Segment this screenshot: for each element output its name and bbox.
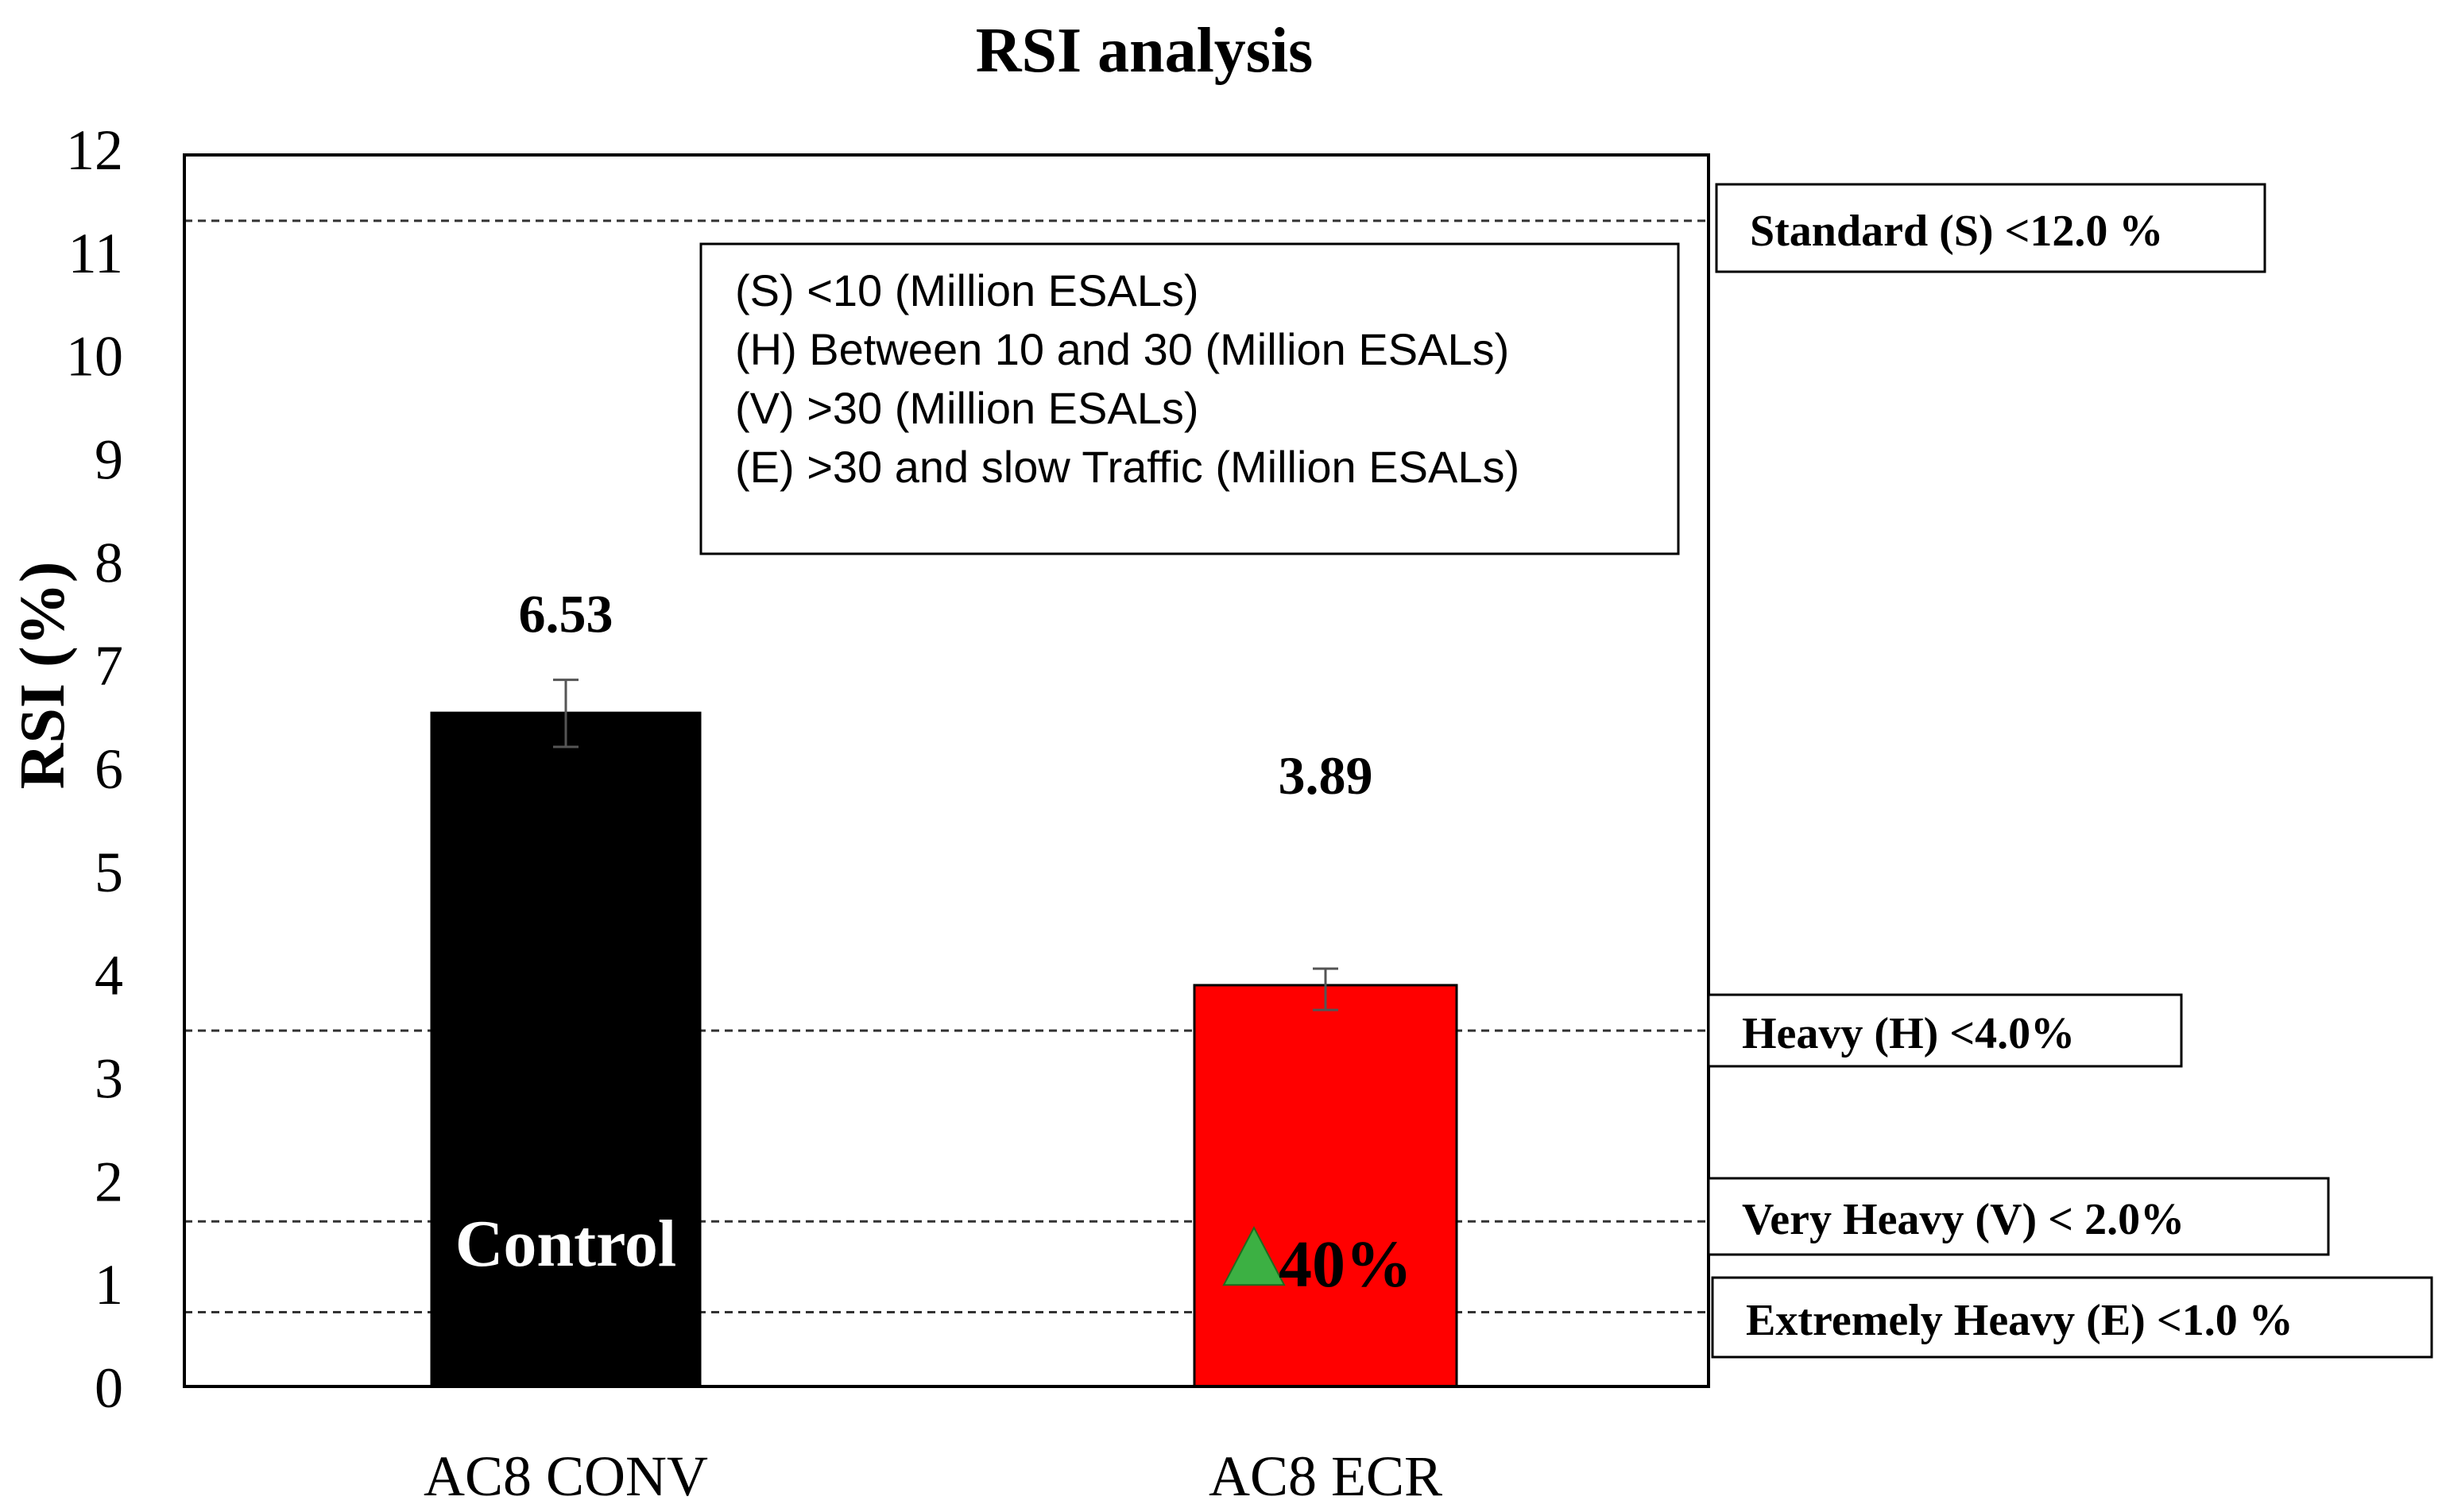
y-tick-label: 1 — [95, 1253, 123, 1317]
bars: 6.53 Control 3.89 40% — [430, 584, 1458, 1388]
y-tick-label: 8 — [95, 531, 123, 594]
chart-title: RSI analysis — [976, 16, 1314, 86]
y-tick-label: 10 — [66, 325, 123, 389]
bar-value-label: 6.53 — [519, 584, 613, 644]
bar-annotation: Control — [455, 1207, 676, 1281]
threshold-label-box — [1707, 1177, 2330, 1256]
y-tick-label: 6 — [95, 737, 123, 801]
x-axis-ticks: AC8 CONV AC8 ECR — [424, 1444, 1442, 1508]
y-tick-label: 2 — [95, 1150, 123, 1213]
legend-line: (E) >30 and slow Traffic (Million ESALs) — [735, 442, 1519, 492]
y-tick-label: 3 — [95, 1047, 123, 1111]
threshold-label-box — [1711, 1276, 2433, 1359]
legend-line: (V) >30 (Million ESALs) — [735, 383, 1199, 433]
threshold-label: Extremely Heavy (E) <1.0 % — [1746, 1296, 2293, 1345]
y-tick-label: 11 — [68, 222, 123, 285]
plot-frame — [183, 153, 1710, 1388]
y-tick-label: 9 — [95, 428, 123, 492]
y-tick-label: 4 — [95, 944, 123, 1007]
legend-line: (H) Between 10 and 30 (Million ESALs) — [735, 324, 1509, 374]
bar — [430, 711, 702, 1388]
up-triangle-icon — [1222, 1226, 1286, 1286]
bar-value-label: 3.89 — [1279, 745, 1373, 806]
y-axis-label: RSI (%) — [8, 562, 78, 790]
legend: (S) <10 (Million ESALs) (H) Between 10 an… — [699, 242, 1680, 555]
x-tick-label: AC8 CONV — [424, 1444, 708, 1508]
legend-line: (S) <10 (Million ESALs) — [735, 265, 1199, 315]
y-tick-label: 12 — [66, 118, 123, 182]
y-tick-label: 7 — [95, 634, 123, 698]
threshold-label: Standard (S) <12.0 % — [1750, 207, 2163, 256]
threshold-label: Very Heavy (V) < 2.0% — [1742, 1195, 2185, 1244]
legend-box — [699, 242, 1680, 555]
bar — [1193, 984, 1458, 1388]
threshold-labels: Standard (S) <12.0 % Heavy (H) <4.0% Very … — [1707, 183, 2433, 1359]
y-tick-label: 0 — [95, 1356, 123, 1420]
bar-annotation: 40% — [1279, 1228, 1412, 1301]
threshold-label-box — [1707, 993, 2183, 1068]
y-tick-label: 5 — [95, 841, 123, 904]
threshold-label-box — [1715, 183, 2266, 273]
threshold-label: Heavy (H) <4.0% — [1742, 1009, 2075, 1058]
x-tick-label: AC8 ECR — [1209, 1444, 1442, 1508]
